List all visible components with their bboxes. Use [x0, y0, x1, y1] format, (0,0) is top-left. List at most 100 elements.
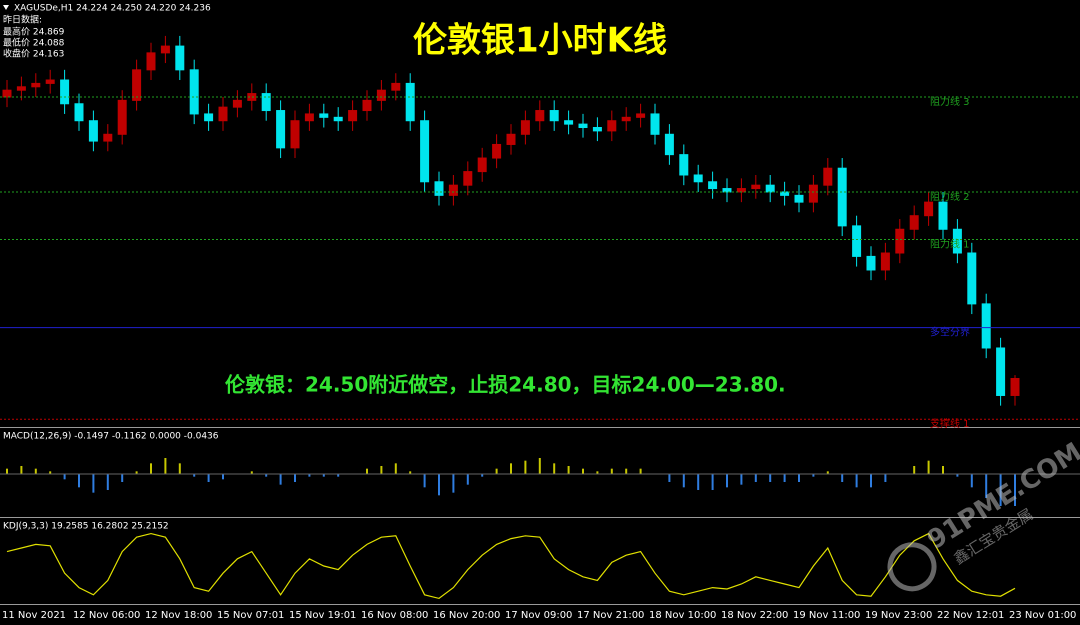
histogram-bar	[34, 468, 37, 474]
indicator-label: KDJ(9,3,3) 19.2585 16.2802 25.2152	[3, 522, 169, 532]
histogram-bar	[870, 474, 872, 488]
indicator-line	[6, 532, 1016, 600]
histogram-bar	[207, 474, 210, 482]
histogram-bar	[956, 474, 959, 477]
histogram-bar	[250, 471, 253, 474]
histogram-bar	[985, 474, 988, 498]
histogram-bar	[711, 474, 714, 490]
histogram-bar	[366, 468, 368, 474]
histogram-bar	[49, 471, 52, 474]
histogram-bar	[812, 474, 815, 477]
x-tick-label: 15 Nov 19:01	[289, 610, 356, 621]
histogram-bar	[481, 474, 484, 477]
histogram-bar	[106, 474, 109, 490]
histogram-bar	[524, 460, 527, 474]
histogram-bar	[409, 471, 412, 474]
x-tick-label: 18 Nov 22:00	[721, 610, 788, 621]
histogram-bar	[913, 466, 916, 474]
histogram-bar	[798, 474, 800, 482]
histogram-bar	[164, 458, 167, 474]
histogram-bar	[740, 474, 743, 485]
level-label: 阻力线 3	[930, 95, 970, 108]
histogram-bar	[697, 474, 700, 490]
histogram-bar	[222, 474, 224, 480]
histogram-bar	[308, 474, 311, 477]
histogram-bar	[63, 474, 66, 480]
histogram-bar	[423, 474, 426, 488]
histogram-bar	[495, 468, 498, 474]
symbol-line: XAGUSDe,H1 24.224 24.250 24.220 24.236	[14, 4, 211, 14]
histogram-bar	[942, 466, 944, 474]
histogram-bar	[135, 471, 138, 474]
x-tick-label: 17 Nov 09:00	[505, 610, 572, 621]
histogram-bar	[582, 468, 584, 474]
histogram-bar	[78, 474, 80, 488]
watermark-logo	[887, 542, 937, 592]
histogram-bar	[193, 474, 196, 477]
histogram-bar	[121, 474, 124, 482]
x-tick-label: 19 Nov 23:00	[865, 610, 932, 621]
histogram-bar	[754, 474, 757, 482]
histogram-bar	[380, 466, 383, 474]
histogram-bar	[855, 474, 858, 488]
x-tick-label: 19 Nov 11:00	[793, 610, 860, 621]
histogram-bar	[783, 474, 786, 482]
x-tick-label: 15 Nov 07:01	[217, 610, 284, 621]
x-tick-label: 11 Nov 2021	[2, 610, 66, 621]
histogram-bar	[92, 474, 95, 493]
histogram-bar	[294, 474, 296, 482]
level-label: 支撑线 1	[930, 417, 970, 430]
histogram-bar	[178, 463, 181, 474]
histogram-bar	[841, 474, 844, 482]
x-tick-label: 16 Nov 20:00	[433, 610, 500, 621]
histogram-bar	[927, 460, 930, 474]
histogram-bar	[438, 474, 440, 496]
histogram-bar	[150, 463, 152, 474]
histogram-bar	[826, 471, 829, 474]
watermark: 91PME.COM 鑫汇宝贵金属	[887, 437, 1080, 592]
x-tick-label: 23 Nov 01:00	[1009, 610, 1076, 621]
x-tick-label: 12 Nov 06:00	[73, 610, 140, 621]
histogram-bar	[726, 474, 728, 488]
histogram-bar	[1014, 474, 1016, 506]
histogram-bar	[596, 471, 599, 474]
info-line: 昨日数据:	[3, 14, 42, 26]
histogram-bar	[639, 468, 642, 474]
histogram-bar	[510, 463, 512, 474]
histogram-bar	[279, 474, 282, 485]
x-tick-label: 12 Nov 18:00	[145, 610, 212, 621]
histogram-bar	[538, 458, 541, 474]
info-line: 收盘价 24.163	[3, 48, 64, 60]
info-line: 最高价 24.869	[3, 26, 65, 38]
histogram-bar	[970, 474, 973, 488]
histogram-bar	[466, 474, 469, 485]
histogram-bar	[394, 463, 397, 474]
level-label: 阻力线 2	[930, 190, 970, 203]
histogram-bar	[668, 474, 671, 482]
histogram-bar	[452, 474, 455, 493]
chart-title: 伦敦银1小时K线	[413, 21, 667, 61]
x-tick-label: 16 Nov 08:00	[361, 610, 428, 621]
histogram-bar	[265, 474, 268, 477]
menu-arrow[interactable]	[3, 5, 9, 10]
x-tick-label: 17 Nov 21:00	[577, 610, 644, 621]
histogram-bar	[322, 474, 325, 477]
histogram-bar	[20, 466, 23, 474]
x-tick-label: 18 Nov 10:00	[649, 610, 716, 621]
info-line: 最低价 24.088	[3, 37, 65, 49]
histogram-bar	[682, 474, 685, 488]
level-label: 多空分界	[930, 326, 970, 339]
histogram-bar	[884, 474, 887, 482]
histogram-bar	[999, 474, 1002, 506]
histogram-bar	[337, 474, 340, 477]
histogram-bar	[625, 468, 628, 474]
histogram-bar	[769, 474, 772, 482]
x-tick-label: 22 Nov 12:01	[937, 610, 1004, 621]
annotation: 伦敦银：24.50附近做空，止损24.80，目标24.00—23.80.	[225, 373, 786, 397]
level-label: 阻力线 1	[930, 237, 970, 250]
indicator-label: MACD(12,26,9) -0.1497 -0.1162 0.0000 -0.…	[3, 432, 219, 442]
histogram-bar	[553, 463, 556, 474]
histogram-bar	[6, 468, 8, 474]
